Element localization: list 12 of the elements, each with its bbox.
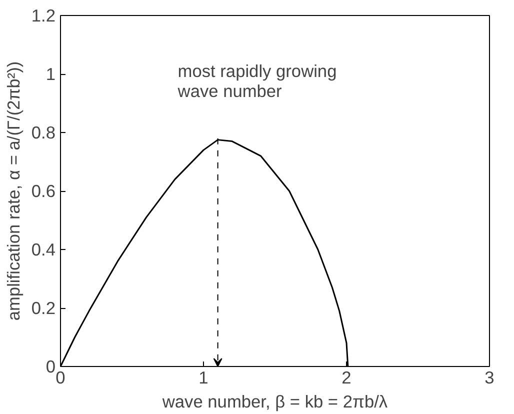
x-axis-title: wave number, β = kb = 2πb/λ — [161, 392, 388, 412]
y-axis-title: amplification rate, α = a/(Γ/(2πb²)) — [3, 61, 24, 321]
y-tick-label: 0.2 — [31, 298, 56, 318]
x-tick-label: 1 — [198, 368, 208, 388]
y-tick-label: 1.2 — [31, 6, 56, 26]
x-tick-label: 3 — [484, 368, 494, 388]
y-tick-label: 0.6 — [31, 181, 56, 201]
y-tick-label: 0.4 — [31, 240, 56, 260]
x-tick-label: 2 — [342, 368, 352, 388]
annotation: most rapidly growing wave number — [176, 61, 337, 102]
y-tick-label: 1 — [46, 64, 56, 84]
y-tick-label: 0.8 — [31, 122, 56, 142]
